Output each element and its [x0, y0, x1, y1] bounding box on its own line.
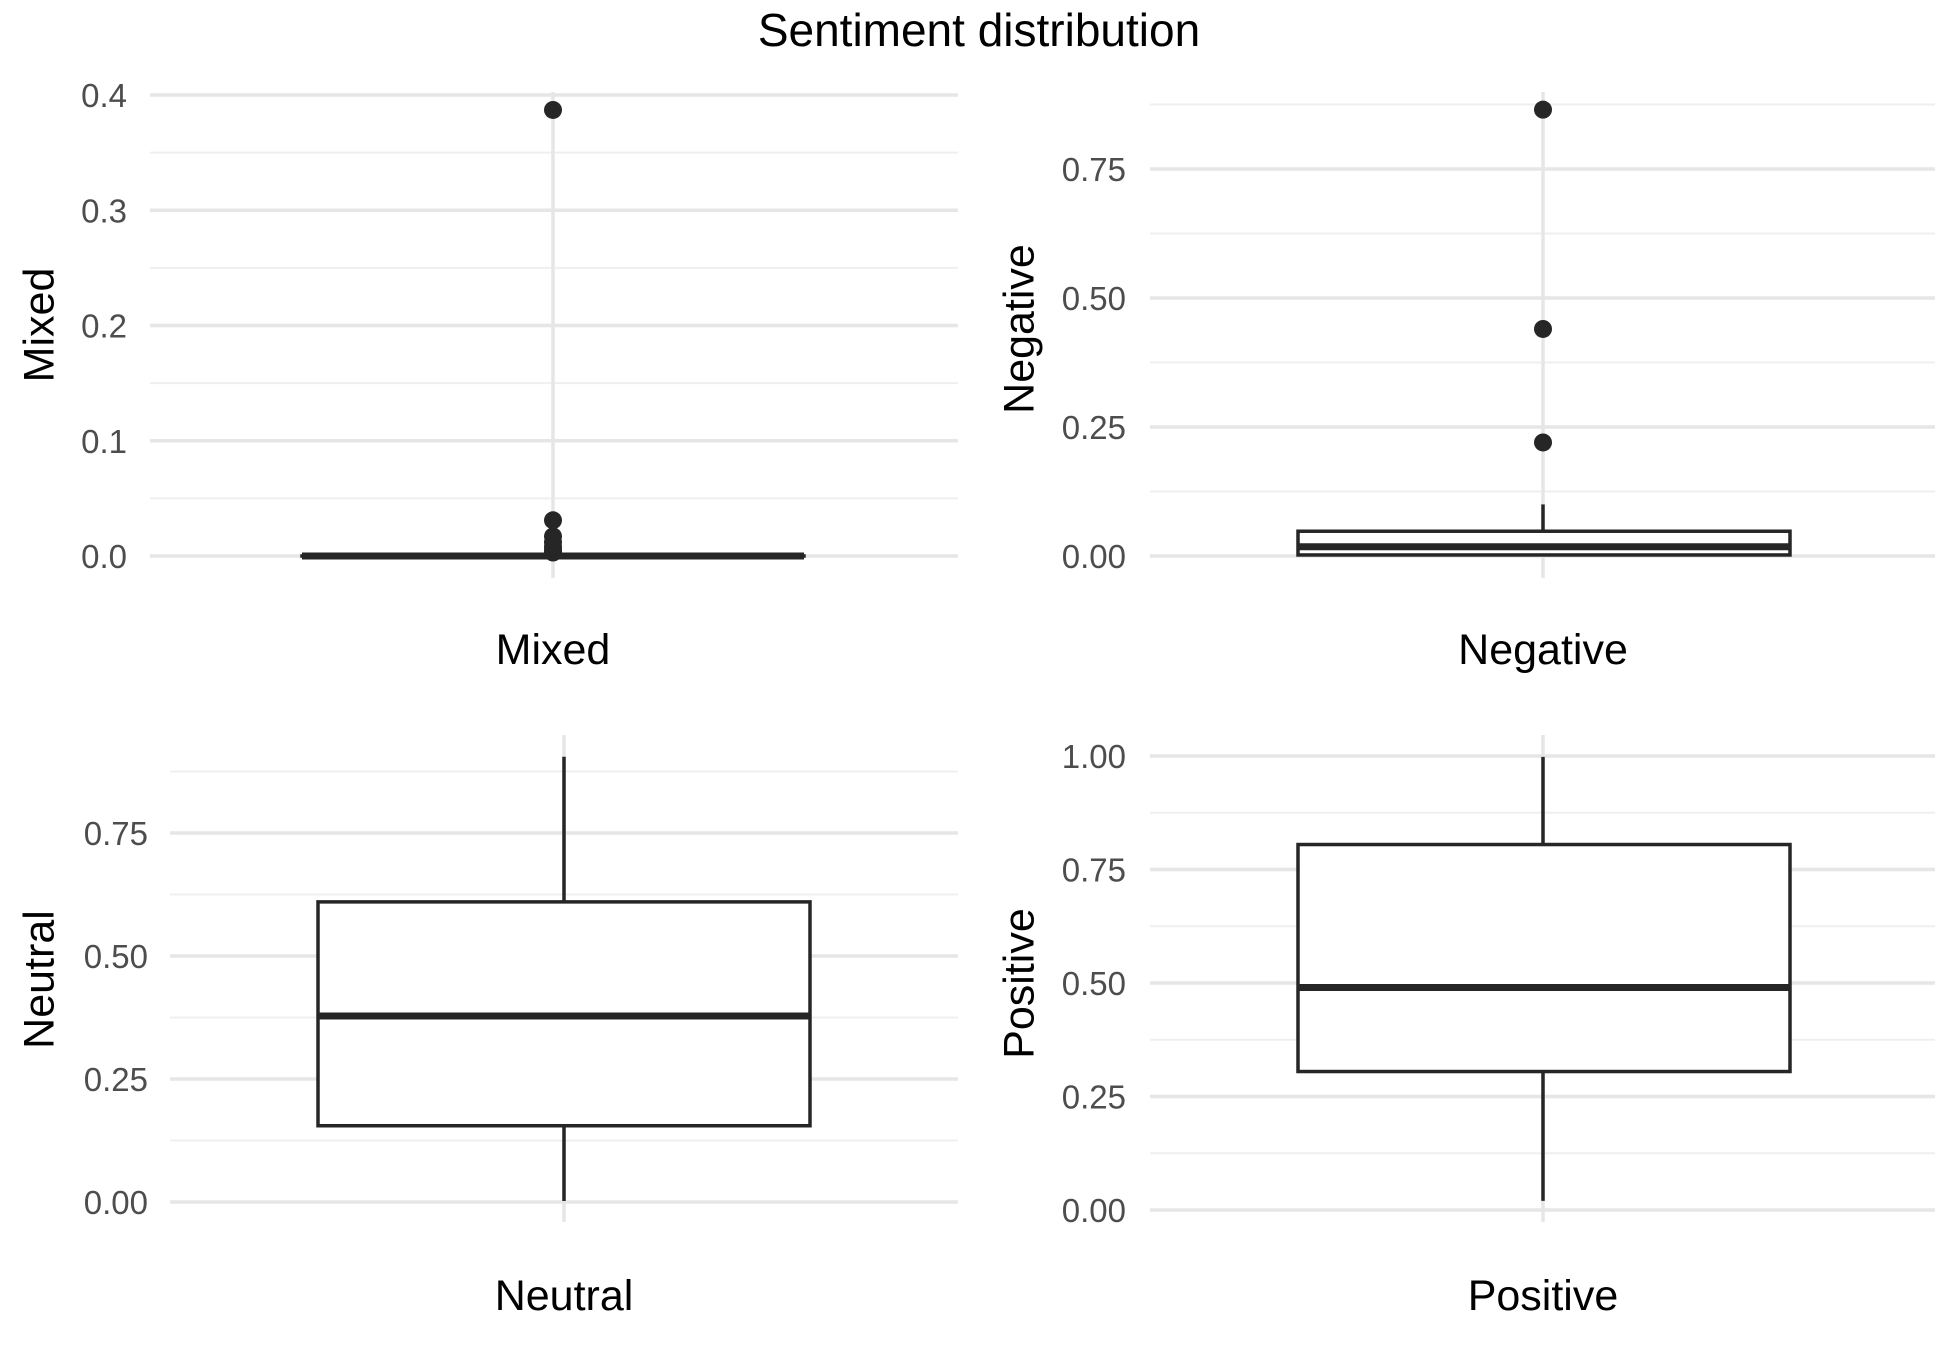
y-tick-label: 0.2	[81, 308, 127, 345]
y-tick-label: 0.75	[84, 815, 148, 852]
y-tick-label: 0.1	[81, 423, 127, 460]
x-category-label: Neutral	[495, 1272, 634, 1320]
iqr-box	[1298, 531, 1790, 555]
y-tick-label: 0.3	[81, 192, 127, 229]
iqr-box	[1298, 845, 1790, 1072]
y-axis-title: Neutral	[15, 910, 63, 1049]
outlier-point	[544, 511, 562, 529]
y-tick-label: 0.25	[1062, 409, 1126, 446]
y-tick-label: 0.75	[1062, 151, 1126, 188]
y-tick-label: 0.0	[81, 538, 127, 575]
chart-title: Sentiment distribution	[758, 4, 1200, 56]
y-axis-title: Mixed	[15, 268, 63, 383]
y-tick-label: 0.50	[1062, 965, 1126, 1002]
x-category-label: Negative	[1458, 626, 1628, 674]
outlier-point	[544, 101, 562, 119]
y-tick-label: 0.00	[1062, 1192, 1126, 1229]
y-tick-label: 0.00	[84, 1184, 148, 1221]
y-tick-label: 0.25	[1062, 1079, 1126, 1116]
y-axis-title: Negative	[995, 244, 1043, 414]
x-category-label: Mixed	[496, 626, 611, 674]
y-tick-label: 0.25	[84, 1061, 148, 1098]
y-tick-label: 0.00	[1062, 538, 1126, 575]
outlier-point	[1534, 320, 1552, 338]
x-category-label: Positive	[1468, 1272, 1619, 1320]
y-tick-label: 0.4	[81, 77, 127, 114]
outlier-point	[1534, 433, 1552, 451]
outlier-point	[1534, 101, 1552, 119]
y-tick-label: 0.50	[1062, 280, 1126, 317]
y-tick-label: 0.75	[1062, 852, 1126, 889]
y-tick-label: 1.00	[1062, 738, 1126, 775]
outlier-point	[544, 544, 562, 562]
y-tick-label: 0.50	[84, 938, 148, 975]
y-axis-title: Positive	[995, 908, 1043, 1059]
